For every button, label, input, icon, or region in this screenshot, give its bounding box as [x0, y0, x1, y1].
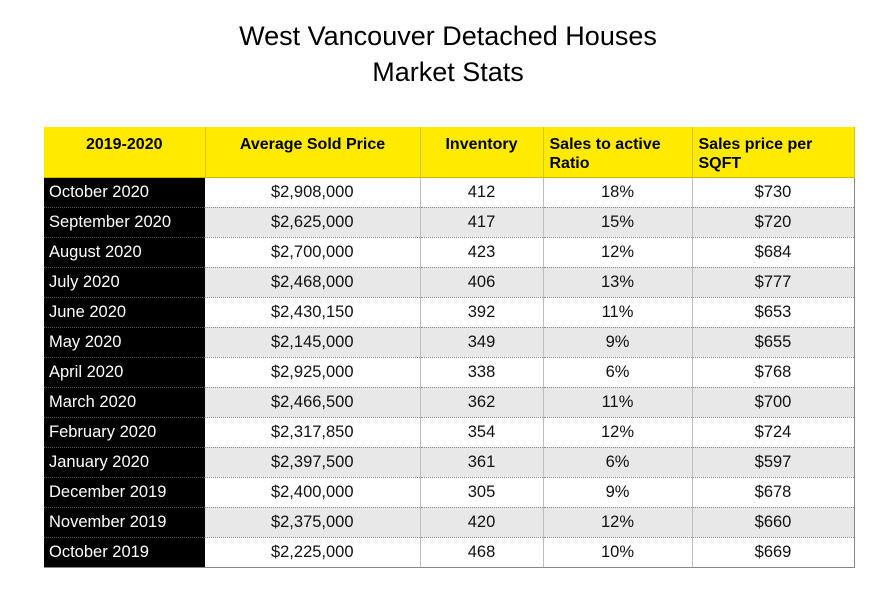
month-cell: October 2019: [44, 537, 205, 568]
sales-ratio-cell: 15%: [543, 207, 693, 238]
average-sold-price-cell: $2,468,000: [205, 267, 421, 298]
inventory-cell: 338: [420, 357, 544, 388]
price-per-sqft-cell: $724: [692, 417, 855, 448]
month-cell: October 2020: [44, 177, 205, 208]
month-cell: November 2019: [44, 507, 205, 538]
inventory-cell: 468: [420, 537, 544, 568]
page-title: West Vancouver Detached Houses Market St…: [0, 18, 882, 90]
table-row: January 2020 $2,397,500 361 6% $597: [44, 447, 855, 478]
header-average-sold-price: Average Sold Price: [205, 127, 421, 178]
price-per-sqft-cell: $597: [692, 447, 855, 478]
average-sold-price-cell: $2,225,000: [205, 537, 421, 568]
inventory-cell: 362: [420, 387, 544, 418]
average-sold-price-cell: $2,625,000: [205, 207, 421, 238]
month-cell: June 2020: [44, 297, 205, 328]
average-sold-price-cell: $2,466,500: [205, 387, 421, 418]
sales-ratio-cell: 10%: [543, 537, 693, 568]
sales-ratio-cell: 12%: [543, 507, 693, 538]
inventory-cell: 412: [420, 177, 544, 208]
price-per-sqft-cell: $700: [692, 387, 855, 418]
inventory-cell: 420: [420, 507, 544, 538]
sales-ratio-cell: 11%: [543, 297, 693, 328]
table-row: July 2020 $2,468,000 406 13% $777: [44, 267, 855, 298]
sales-ratio-cell: 12%: [543, 417, 693, 448]
table-row: June 2020 $2,430,150 392 11% $653: [44, 297, 855, 328]
table-row: October 2020 $2,908,000 412 18% $730: [44, 177, 855, 208]
sales-ratio-cell: 9%: [543, 327, 693, 358]
average-sold-price-cell: $2,430,150: [205, 297, 421, 328]
table-row: April 2020 $2,925,000 338 6% $768: [44, 357, 855, 388]
table-row: September 2020 $2,625,000 417 15% $720: [44, 207, 855, 238]
month-cell: January 2020: [44, 447, 205, 478]
average-sold-price-cell: $2,400,000: [205, 477, 421, 508]
sales-ratio-cell: 18%: [543, 177, 693, 208]
header-sales-to-active-ratio: Sales to active Ratio: [543, 127, 693, 178]
table-header-row: 2019-2020 Average Sold Price Inventory S…: [44, 127, 855, 178]
average-sold-price-cell: $2,375,000: [205, 507, 421, 538]
title-line-1: West Vancouver Detached Houses: [239, 21, 657, 51]
header-inventory: Inventory: [420, 127, 544, 178]
header-period: 2019-2020: [44, 127, 206, 178]
inventory-cell: 305: [420, 477, 544, 508]
price-per-sqft-cell: $655: [692, 327, 855, 358]
table-row: December 2019 $2,400,000 305 9% $678: [44, 477, 855, 508]
price-per-sqft-cell: $777: [692, 267, 855, 298]
price-per-sqft-cell: $653: [692, 297, 855, 328]
month-cell: July 2020: [44, 267, 205, 298]
market-stats-table: 2019-2020 Average Sold Price Inventory S…: [44, 127, 855, 568]
table-row: October 2019 $2,225,000 468 10% $669: [44, 537, 855, 568]
average-sold-price-cell: $2,925,000: [205, 357, 421, 388]
month-cell: December 2019: [44, 477, 205, 508]
month-cell: March 2020: [44, 387, 205, 418]
inventory-cell: 361: [420, 447, 544, 478]
inventory-cell: 406: [420, 267, 544, 298]
price-per-sqft-cell: $678: [692, 477, 855, 508]
month-cell: May 2020: [44, 327, 205, 358]
title-line-2: Market Stats: [372, 57, 524, 87]
average-sold-price-cell: $2,700,000: [205, 237, 421, 268]
table-row: November 2019 $2,375,000 420 12% $660: [44, 507, 855, 538]
inventory-cell: 354: [420, 417, 544, 448]
header-sales-price-per-sqft: Sales price per SQFT: [692, 127, 855, 178]
inventory-cell: 392: [420, 297, 544, 328]
month-cell: September 2020: [44, 207, 205, 238]
price-per-sqft-cell: $660: [692, 507, 855, 538]
month-cell: August 2020: [44, 237, 205, 268]
table-body: October 2020 $2,908,000 412 18% $730 Septembe…: [44, 177, 855, 568]
average-sold-price-cell: $2,908,000: [205, 177, 421, 208]
average-sold-price-cell: $2,145,000: [205, 327, 421, 358]
sales-ratio-cell: 12%: [543, 237, 693, 268]
sales-ratio-cell: 11%: [543, 387, 693, 418]
month-cell: April 2020: [44, 357, 205, 388]
price-per-sqft-cell: $730: [692, 177, 855, 208]
price-per-sqft-cell: $684: [692, 237, 855, 268]
inventory-cell: 423: [420, 237, 544, 268]
table-row: May 2020 $2,145,000 349 9% $655: [44, 327, 855, 358]
average-sold-price-cell: $2,317,850: [205, 417, 421, 448]
inventory-cell: 417: [420, 207, 544, 238]
sales-ratio-cell: 6%: [543, 447, 693, 478]
inventory-cell: 349: [420, 327, 544, 358]
month-cell: February 2020: [44, 417, 205, 448]
table-row: March 2020 $2,466,500 362 11% $700: [44, 387, 855, 418]
sales-ratio-cell: 6%: [543, 357, 693, 388]
price-per-sqft-cell: $669: [692, 537, 855, 568]
price-per-sqft-cell: $768: [692, 357, 855, 388]
sales-ratio-cell: 9%: [543, 477, 693, 508]
table-row: August 2020 $2,700,000 423 12% $684: [44, 237, 855, 268]
table-row: February 2020 $2,317,850 354 12% $724: [44, 417, 855, 448]
price-per-sqft-cell: $720: [692, 207, 855, 238]
sales-ratio-cell: 13%: [543, 267, 693, 298]
average-sold-price-cell: $2,397,500: [205, 447, 421, 478]
